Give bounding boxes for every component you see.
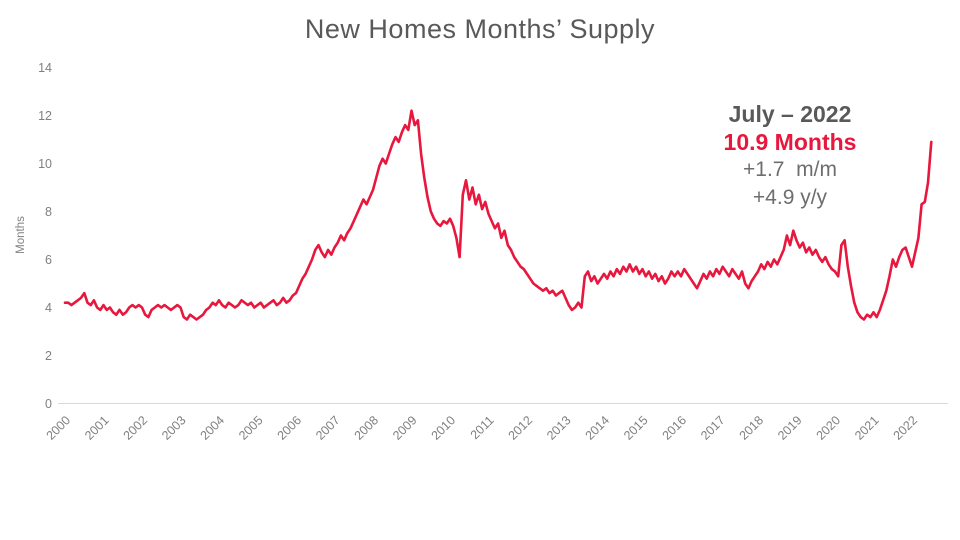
months-supply-line — [63, 109, 933, 321]
x-tick-label: 2021 — [852, 413, 882, 443]
x-tick-label: 2005 — [236, 413, 266, 443]
y-tick-label: 14 — [38, 61, 52, 75]
y-axis-title: Months — [15, 216, 27, 254]
x-tick-label: 2004 — [198, 413, 228, 443]
x-tick-label: 2000 — [44, 413, 74, 443]
supply-line-chart: 0 2 4 6 8 10 12 14 Months 2000 2001 2002 2003 2004 200… — [15, 61, 948, 443]
annotation-period: July – 2022 — [728, 101, 852, 127]
x-tick-label: 2015 — [621, 413, 651, 443]
x-tick-label: 2001 — [82, 413, 112, 443]
x-tick-label: 2013 — [544, 413, 574, 443]
y-tick-label: 0 — [45, 397, 52, 411]
chart-title: New Homes Months’ Supply — [304, 14, 656, 44]
y-tick-label: 2 — [45, 349, 52, 363]
x-tick-label: 2018 — [737, 413, 767, 443]
x-tick-label: 2011 — [468, 413, 497, 442]
x-tick-label: 2006 — [275, 413, 305, 443]
y-tick-label: 4 — [45, 301, 52, 315]
y-tick-label: 6 — [45, 253, 52, 267]
x-tick-label: 2009 — [390, 413, 420, 443]
x-tick-label: 2012 — [506, 413, 536, 443]
x-tick-label: 2002 — [121, 413, 151, 443]
latest-value-annotation: July – 2022 10.9 Months +1.7 m/m +4.9 y/… — [650, 100, 930, 212]
x-tick-label: 2019 — [775, 413, 805, 443]
slide-footer: r realtor.com® Source: Realtor.com Forec… — [0, 455, 960, 540]
x-tick-label: 2020 — [814, 413, 844, 443]
x-tick-label: 2010 — [429, 413, 459, 443]
x-tick-label: 2017 — [698, 413, 728, 443]
x-tick-label: 2008 — [352, 413, 382, 443]
x-tick-label: 2003 — [159, 413, 189, 443]
annotation-value: 10.9 Months — [723, 129, 857, 155]
x-tick-label: 2016 — [660, 413, 690, 443]
y-tick-label: 10 — [38, 157, 52, 171]
annotation-yoy-change: +4.9 y/y — [752, 186, 828, 209]
x-tick-label: 2022 — [891, 413, 921, 443]
x-tick-label: 2014 — [583, 413, 613, 443]
x-tick-label: 2007 — [313, 413, 343, 443]
annotation-mom-change: +1.7 m/m — [743, 158, 837, 181]
y-tick-label: 12 — [38, 109, 52, 123]
y-tick-label: 8 — [45, 205, 52, 219]
